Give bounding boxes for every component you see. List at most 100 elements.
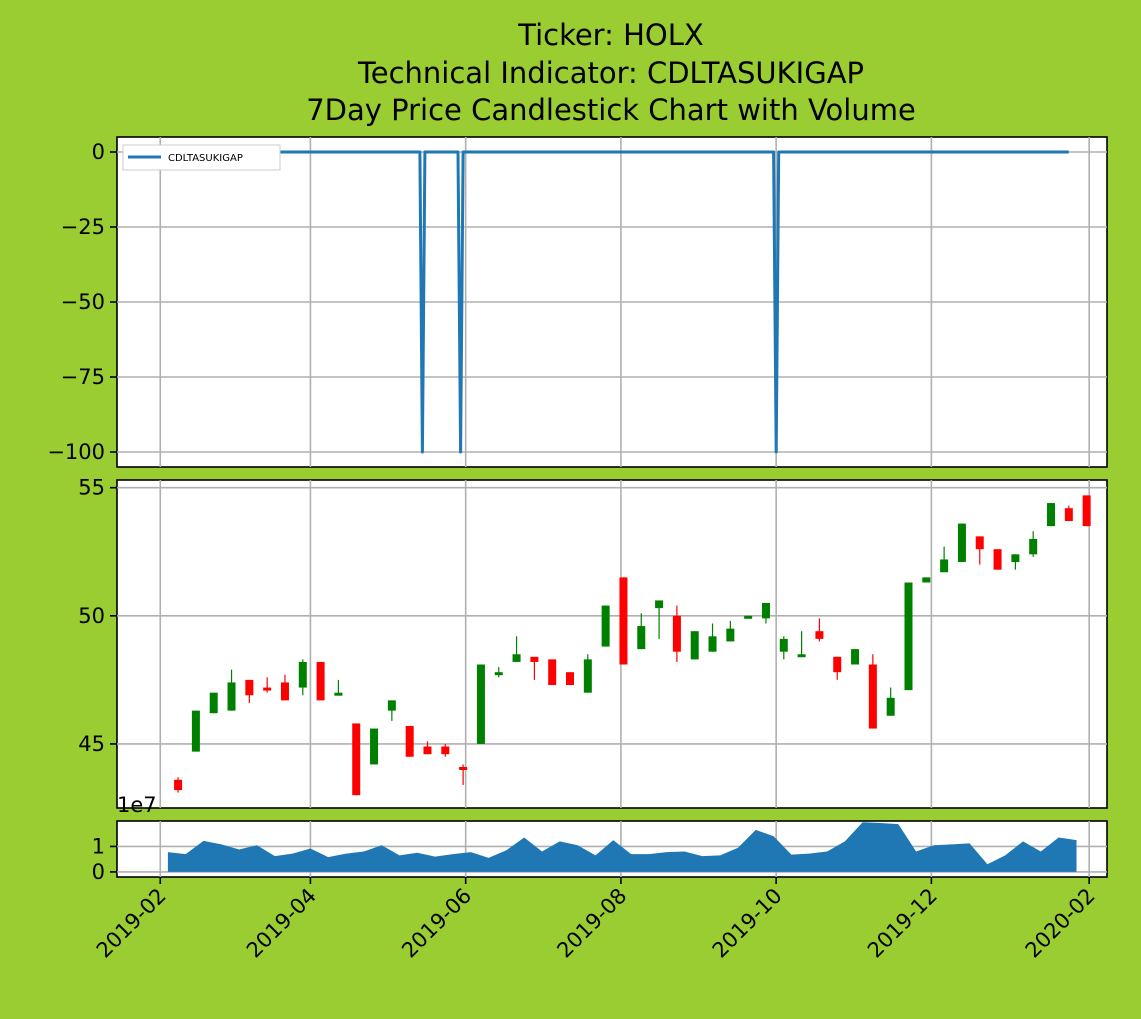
price-plot-area bbox=[116, 479, 1108, 809]
indicator-legend: CDLTASUKIGAP bbox=[122, 144, 281, 171]
candle-2019-06-28 bbox=[530, 656, 539, 680]
candle-body bbox=[690, 631, 699, 660]
candle-2019-07-12 bbox=[566, 672, 575, 685]
x-tick-label-2019-02: 2019-02 bbox=[92, 884, 171, 963]
candle-body bbox=[993, 549, 1002, 570]
volume-area bbox=[167, 822, 1077, 872]
candle-2019-07-26 bbox=[601, 605, 610, 647]
candle-2019-02-15 bbox=[191, 710, 200, 752]
candle-body bbox=[833, 656, 842, 673]
candle-2020-01-17 bbox=[1047, 503, 1056, 527]
candle-body bbox=[316, 661, 325, 701]
candle-2019-03-01 bbox=[227, 669, 236, 711]
candle-2019-10-25 bbox=[833, 656, 842, 680]
candle-2019-03-22 bbox=[280, 674, 289, 701]
y-tick-label-0: 0 bbox=[92, 140, 105, 164]
volume-panel: 01 1e7 bbox=[92, 793, 1108, 884]
x-tick-label-2019-04: 2019-04 bbox=[242, 884, 321, 963]
candle-2019-09-13 bbox=[726, 620, 735, 642]
candle-body bbox=[868, 664, 877, 729]
candle-body bbox=[263, 687, 272, 691]
candle-body bbox=[298, 661, 307, 688]
x-tick-label-2019-12: 2019-12 bbox=[863, 884, 942, 963]
candle-body bbox=[851, 649, 860, 665]
title-line-chart: 7Day Price Candlestick Chart with Volume bbox=[306, 93, 916, 127]
candle-body bbox=[583, 659, 592, 693]
candle-2019-06-14 bbox=[494, 667, 503, 678]
candle-2019-05-03 bbox=[387, 700, 396, 721]
y-tick-label-4: −100 bbox=[47, 440, 105, 464]
candle-body bbox=[191, 710, 200, 752]
candle-body bbox=[1029, 538, 1038, 555]
volume-y-ticks: 01 bbox=[92, 834, 117, 884]
candle-body bbox=[1011, 554, 1020, 562]
candle-2019-05-10 bbox=[405, 726, 414, 757]
candle-body bbox=[548, 659, 557, 685]
candle-2019-12-27 bbox=[993, 549, 1002, 570]
candle-2019-10-18 bbox=[815, 618, 824, 642]
candle-2019-11-22 bbox=[904, 582, 913, 691]
indicator-y-ticks: 0 −25 −50 −75 −100 bbox=[47, 140, 117, 464]
candle-2020-01-24 bbox=[1064, 505, 1073, 521]
x-tick-label-2019-08: 2019-08 bbox=[552, 884, 631, 963]
candle-body bbox=[459, 767, 468, 770]
x-tick-label-2020-02: 2020-02 bbox=[1021, 884, 1100, 963]
candle-body bbox=[601, 605, 610, 647]
candle-body bbox=[655, 600, 664, 609]
candle-body bbox=[352, 723, 361, 796]
candle-body bbox=[1047, 503, 1056, 527]
price-panel: 45 50 55 bbox=[78, 476, 1108, 809]
volume-offset-text: 1e7 bbox=[117, 793, 157, 817]
y-tick-label-3: −75 bbox=[61, 365, 105, 389]
title-line-indicator: Technical Indicator: CDLTASUKIGAP bbox=[357, 56, 864, 90]
candle-body bbox=[530, 656, 539, 662]
y-tick-label-2: 55 bbox=[78, 476, 105, 500]
candle-2019-09-27 bbox=[761, 603, 770, 624]
candle-body bbox=[209, 692, 218, 714]
candle-2019-05-17 bbox=[423, 741, 432, 755]
candle-2019-04-26 bbox=[370, 728, 379, 765]
candle-2019-10-04 bbox=[779, 636, 788, 660]
candle-2020-01-31 bbox=[1082, 495, 1091, 527]
x-tick-label-2019-10: 2019-10 bbox=[708, 884, 787, 963]
y-tick-label-2: −50 bbox=[61, 290, 105, 314]
indicator-line-cdltasukigap bbox=[160, 150, 1069, 454]
candle-2019-08-30 bbox=[690, 631, 699, 660]
x-tick-label-2019-06: 2019-06 bbox=[397, 884, 476, 963]
candle-body bbox=[405, 726, 414, 757]
candle-body bbox=[797, 654, 806, 658]
indicator-panel: 0 −25 −50 −75 −100 CDLTASUKIGAP bbox=[47, 136, 1108, 468]
candle-body bbox=[423, 746, 432, 755]
candle-body bbox=[280, 682, 289, 701]
candle-2019-11-15 bbox=[886, 687, 895, 716]
candle-body bbox=[708, 636, 717, 652]
candle-body bbox=[245, 679, 254, 696]
candle-2019-04-19 bbox=[352, 723, 361, 796]
candle-body bbox=[957, 523, 966, 562]
indicator-grid bbox=[117, 137, 1107, 467]
candle-2019-05-24 bbox=[441, 743, 450, 757]
chart-title: Ticker: HOLX Technical Indicator: CDLTAS… bbox=[306, 18, 916, 127]
candle-2019-07-05 bbox=[548, 659, 557, 685]
title-line-ticker: Ticker: HOLX bbox=[517, 18, 703, 52]
candle-2019-12-20 bbox=[975, 536, 984, 565]
candle-2019-04-12 bbox=[334, 679, 343, 696]
candle-2019-03-29 bbox=[298, 659, 307, 696]
x-axis-ticks: 2019-02 2019-04 2019-06 2019-08 2019-10 2019-… bbox=[92, 877, 1100, 963]
volume-series bbox=[167, 822, 1077, 872]
candle-body bbox=[1082, 495, 1091, 527]
candle-2019-05-31 bbox=[459, 764, 468, 785]
candle-body bbox=[779, 638, 788, 652]
candle-body bbox=[815, 631, 824, 639]
candle-2019-08-02 bbox=[619, 577, 628, 665]
candle-2019-10-11 bbox=[797, 631, 806, 658]
candle-2019-03-15 bbox=[263, 677, 272, 693]
candle-2019-02-08 bbox=[174, 777, 183, 793]
candle-2019-03-08 bbox=[245, 679, 254, 703]
candle-2019-12-13 bbox=[957, 523, 966, 562]
candle-body bbox=[494, 672, 503, 676]
y-tick-label-1: 50 bbox=[78, 604, 105, 628]
price-candles bbox=[174, 495, 1091, 796]
candle-body bbox=[370, 728, 379, 765]
